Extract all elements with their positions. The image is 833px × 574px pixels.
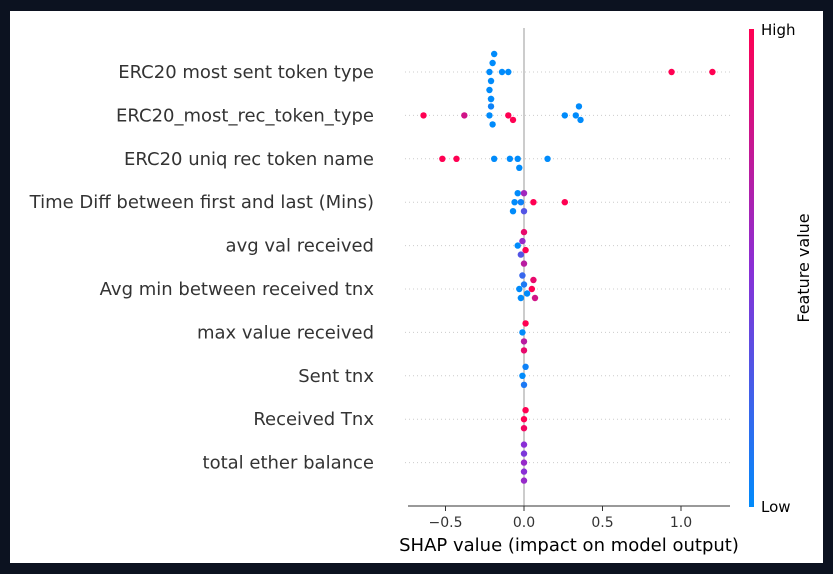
x-tick-label: 0.5 [591,515,613,531]
shap-point [516,285,523,293]
shap-point [520,338,528,345]
shap-point [520,381,528,388]
shap-point [489,121,496,128]
shap-point [516,164,523,171]
x-tick-label: 1.0 [670,515,692,531]
shap-point [519,237,526,245]
shap-point [519,329,526,336]
shap-point [522,407,529,414]
feature-label: ERC20 most sent token type [118,62,374,83]
shap-point [561,199,569,206]
shap-point [517,294,525,302]
shap-point [544,155,551,162]
feature-label: ERC20 uniq rec token name [124,149,374,170]
shap-point [453,155,460,162]
feature-label: Received Tnx [253,409,374,430]
shap-point [520,347,528,354]
x-axis-label: SHAP value (impact on model output) [399,535,739,556]
shap-point [520,190,528,197]
x-tick-label: −0.5 [429,515,463,531]
shap-point [531,294,539,302]
shap-point [522,363,529,370]
shap-point [486,86,493,94]
shap-point [523,290,531,297]
colorbar [749,29,754,507]
shap-point [520,425,528,432]
shap-point [709,68,716,76]
shap-point [517,251,525,258]
shap-point [490,155,498,162]
colorbar-high-label: High [761,21,795,39]
shap-point [577,116,584,124]
shap-point [461,112,468,119]
feature-label: total ether balance [203,453,374,474]
shap-point [490,50,498,58]
feature-labels: ERC20 most sent token type ERC20_most_rec… [29,62,375,474]
feature-label: avg val received [226,236,374,257]
shap-point [575,103,583,110]
chart-panel [10,11,823,563]
x-axis-ticks: −0.5 0.0 0.5 1.0 [429,506,692,531]
shap-point [514,190,521,197]
shap-point [668,68,675,76]
shap-point [509,208,517,215]
shap-point [561,112,569,119]
feature-label: Avg min between received tnx [100,279,375,300]
shap-point [520,459,528,466]
feature-label: ERC20_most_rec_token_type [116,105,374,126]
shap-point [520,260,528,267]
shap-point [505,112,512,119]
shap-point [520,228,528,236]
colorbar-title: Feature value [794,213,813,322]
shap-point [517,199,525,206]
shap-point [519,372,526,379]
shap-point [486,112,493,119]
shap-point [505,68,512,76]
shap-point [520,416,528,423]
shap-point [520,281,528,288]
shap-point [514,242,521,249]
shap-point [520,450,528,457]
shap-point [439,155,446,162]
feature-label: Time Diff between first and last (Mins) [29,192,374,213]
shap-point [530,276,537,284]
shap-point [487,77,495,85]
shap-point [522,246,529,254]
shap-point [509,116,517,124]
feature-label: Sent tnx [298,366,374,387]
shap-point [528,285,536,293]
feature-label: max value received [197,322,374,343]
shap-point [420,112,427,119]
shap-point [514,155,521,162]
shap-point [520,441,528,448]
shap-point [489,59,496,67]
shap-point [506,155,514,162]
shap-point [530,199,537,206]
shap-point [487,103,495,110]
shap-point [520,477,528,484]
shap-point [572,112,580,119]
shap-point [522,320,529,327]
shap-point [487,95,495,103]
row-guide-lines [405,71,730,464]
shap-point [520,208,528,215]
shap-points [420,50,716,484]
shap-point [511,199,518,206]
x-tick-label: 0.0 [513,515,535,531]
shap-point [519,272,526,279]
colorbar-low-label: Low [761,498,791,516]
shap-point [498,68,506,76]
shap-point [520,468,528,475]
shap-point [486,68,493,76]
